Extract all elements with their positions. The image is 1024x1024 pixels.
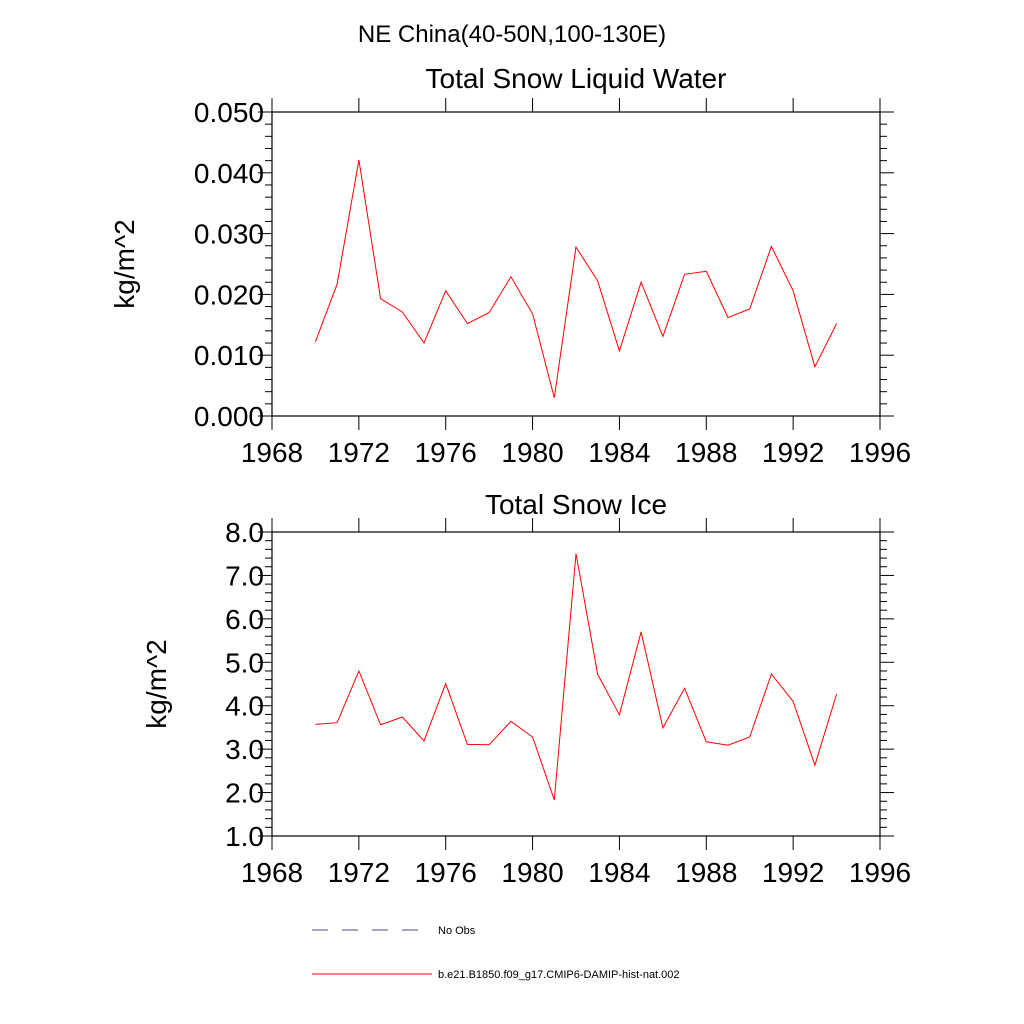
- series-line: [315, 553, 838, 801]
- axis-ticks: [258, 518, 894, 850]
- x-tick-label: 1988: [675, 437, 737, 468]
- x-tick-label: 1980: [501, 437, 563, 468]
- x-tick-label: 1980: [501, 857, 563, 888]
- y-axis-label: kg/m^2: [141, 639, 172, 728]
- y-tick-label: 0.030: [194, 219, 264, 250]
- y-tick-labels: 1.0 2.0 3.0 4.0 5.0 6.0 7.0 8.0: [225, 517, 264, 852]
- legend-label-no-obs: No Obs: [438, 925, 476, 937]
- x-tick-label: 1968: [241, 437, 303, 468]
- y-tick-label: 0.010: [194, 340, 264, 371]
- panel-title: Total Snow Ice: [485, 489, 667, 520]
- x-tick-label: 1972: [328, 857, 390, 888]
- x-tick-labels: 1968 1972 1976 1980 1984 1988 1992 1996: [241, 857, 911, 888]
- figure-title: NE China(40-50N,100-130E): [358, 21, 666, 48]
- x-tick-label: 1988: [675, 857, 737, 888]
- y-tick-labels: 0.000 0.010 0.020 0.030 0.040 0.050: [194, 97, 264, 432]
- x-tick-label: 1976: [415, 857, 477, 888]
- series-group: [315, 553, 838, 801]
- y-tick-label: 0.020: [194, 279, 264, 310]
- x-tick-label: 1984: [588, 437, 650, 468]
- panel-snow-liquid-water: Total Snow Liquid Water kg/m^2 0.000 0.01…: [109, 63, 911, 468]
- y-tick-label: 1.0: [225, 821, 264, 852]
- x-tick-label: 1992: [762, 437, 824, 468]
- y-tick-label: 3.0: [225, 734, 264, 765]
- x-tick-label: 1996: [849, 857, 911, 888]
- y-tick-label: 0.050: [194, 97, 264, 128]
- x-tick-label: 1996: [849, 437, 911, 468]
- x-tick-label: 1976: [415, 437, 477, 468]
- series-group: [314, 159, 838, 398]
- legend: No Obs b.e21.B1850.f09_g17.CMIP6-DAMIP-h…: [312, 925, 680, 981]
- x-tick-labels: 1968 1972 1976 1980 1984 1988 1992 1996: [241, 437, 911, 468]
- x-tick-label: 1992: [762, 857, 824, 888]
- y-tick-label: 0.000: [194, 401, 264, 432]
- x-tick-label: 1968: [241, 857, 303, 888]
- y-tick-label: 2.0: [225, 778, 264, 809]
- y-tick-label: 5.0: [225, 647, 264, 678]
- legend-label-model: b.e21.B1850.f09_g17.CMIP6-DAMIP-hist-nat…: [438, 969, 680, 981]
- x-tick-label: 1984: [588, 857, 650, 888]
- y-tick-label: 0.040: [194, 158, 264, 189]
- panel-title: Total Snow Liquid Water: [426, 63, 727, 94]
- y-tick-label: 8.0: [225, 517, 264, 548]
- series-line: [314, 159, 838, 398]
- axis-ticks: [258, 98, 894, 430]
- panel-snow-ice: Total Snow Ice kg/m^2 1.0 2.0 3.0 4.0 5.0 6.0…: [141, 489, 911, 888]
- y-axis-label: kg/m^2: [109, 219, 140, 308]
- x-tick-label: 1972: [328, 437, 390, 468]
- y-tick-label: 4.0: [225, 691, 264, 722]
- plot-frame: [271, 531, 881, 837]
- y-tick-label: 6.0: [225, 604, 264, 635]
- y-tick-label: 7.0: [225, 560, 264, 591]
- plot-frame: [271, 111, 881, 417]
